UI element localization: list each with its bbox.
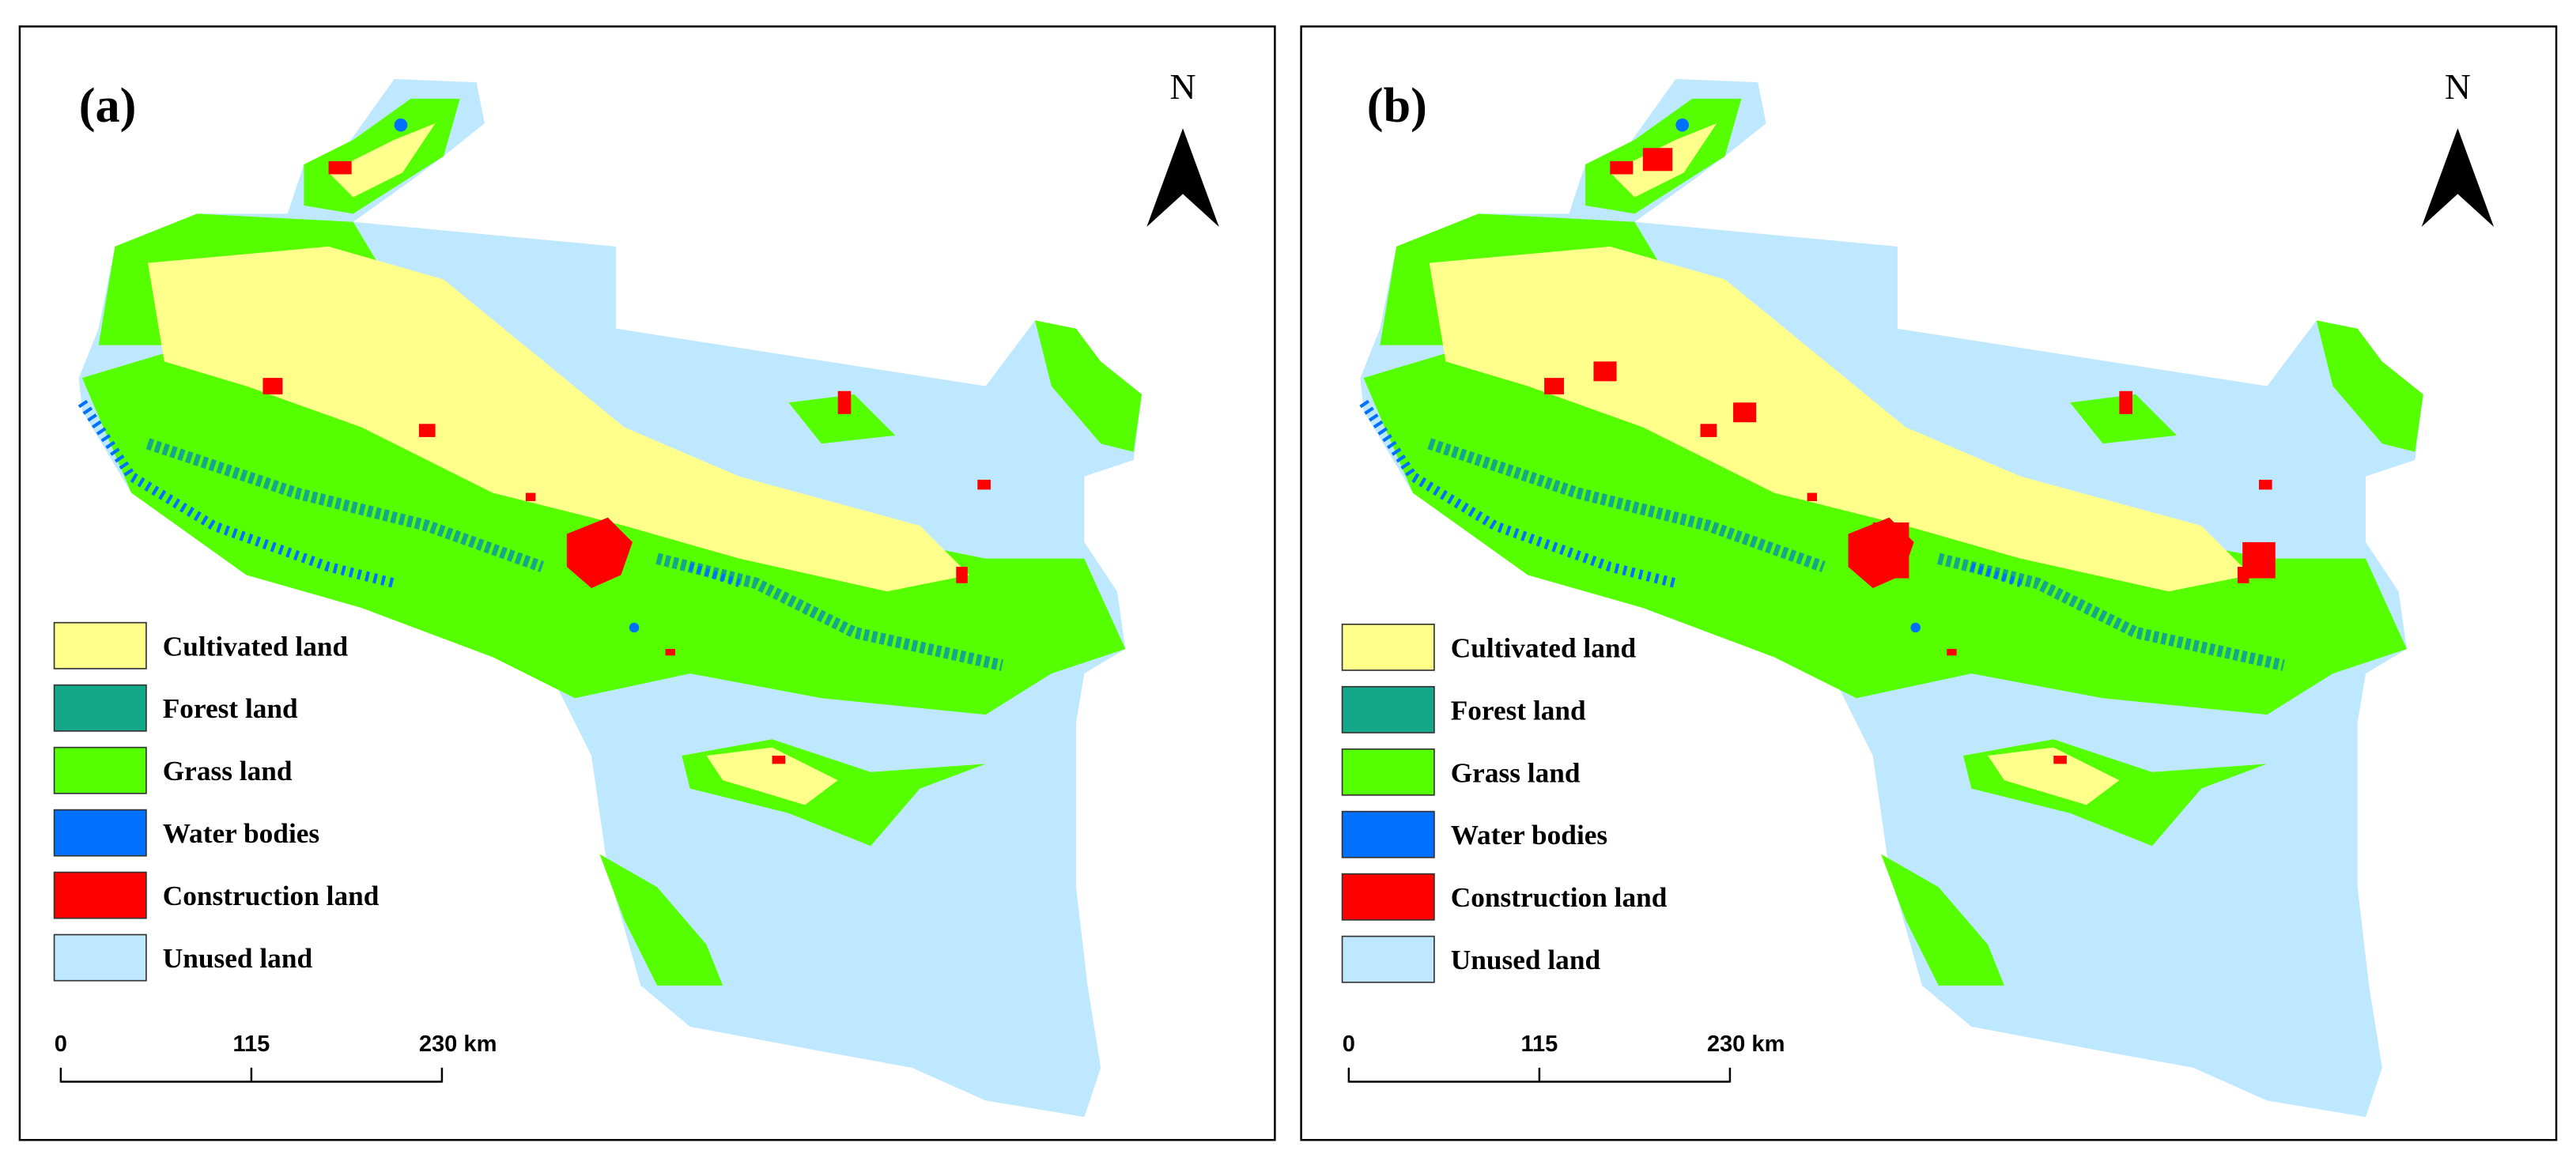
legend-swatch [53,621,147,669]
scale-label: 0 [1343,1032,1355,1057]
legend-label: Cultivated land [163,631,349,662]
panel-frame [1300,25,2558,1141]
legend-swatch [53,933,147,982]
panel-label: (b) [1367,78,1427,133]
legend-label: Unused land [163,943,313,974]
legend-label: Cultivated land [1451,632,1637,663]
panel-label: (a) [79,78,137,133]
legend-swatch [53,746,147,794]
legend-swatch [53,809,147,857]
north-label: N [2445,66,2471,107]
legend-swatch [53,684,147,732]
scale-label: 0 [55,1032,67,1057]
legend-label: Water bodies [163,818,319,849]
north-arrow [1146,128,1219,227]
legend-label: Construction land [163,881,380,911]
legend-swatch [53,871,147,919]
legend-swatch [1341,810,1435,858]
scale-label: 115 [232,1032,270,1057]
north-label: N [1170,66,1196,107]
legend-label: Forest land [163,693,298,724]
scale-label: 230 km [1707,1032,1785,1057]
legend-swatch [1341,685,1435,734]
legend-swatch [1341,748,1435,796]
scale-label: 115 [1520,1032,1558,1057]
extra-construction [1593,148,2276,579]
legend-label: Water bodies [1451,820,1607,851]
panel-frame [18,25,1276,1141]
north-arrow [2421,128,2495,227]
legend-label: Forest land [1451,695,1586,726]
legend-label: Unused land [1451,945,1601,975]
legend-label: Grass land [1451,757,1581,788]
scale-label: 230 km [419,1032,497,1057]
legend-label: Construction land [1451,882,1668,913]
legend-swatch [1341,935,1435,983]
legend-label: Grass land [163,756,293,786]
legend-swatch [1341,873,1435,921]
legend-swatch [1341,623,1435,671]
